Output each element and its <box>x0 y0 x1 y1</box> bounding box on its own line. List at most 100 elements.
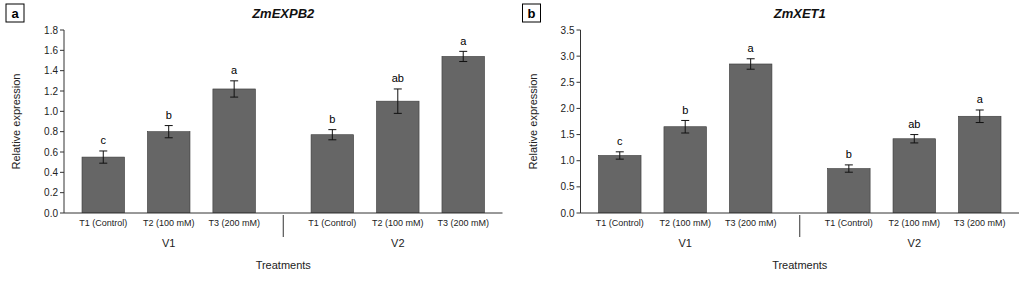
group-label: V1 <box>678 237 691 249</box>
error-cap <box>616 159 624 160</box>
group-label: V2 <box>908 237 921 249</box>
error-cap <box>99 150 107 151</box>
error-stem <box>103 151 104 163</box>
error-stem <box>914 135 915 143</box>
error-stem <box>750 59 751 69</box>
y-tick-label: 1.2 <box>44 86 58 97</box>
error-cap <box>230 97 238 98</box>
y-tick <box>577 56 581 57</box>
y-tick <box>577 108 581 109</box>
annotation: b <box>846 148 852 160</box>
bar <box>598 155 641 213</box>
annotation: c <box>617 135 623 147</box>
x-axis <box>64 213 503 214</box>
bar <box>664 127 707 213</box>
y-tick <box>60 111 64 112</box>
annotation: a <box>977 93 984 105</box>
error-cap <box>616 151 624 152</box>
error-cap <box>681 120 689 121</box>
y-tick-label: 0.4 <box>44 167 58 178</box>
title: ZmXET1 <box>773 6 826 21</box>
annotation: a <box>231 64 238 76</box>
y-tick <box>60 131 64 132</box>
y-tick-label: 0.6 <box>44 147 58 158</box>
error-bar <box>394 89 402 113</box>
y-tick-label: 0.2 <box>44 187 58 198</box>
error-cap <box>747 69 755 70</box>
y-axis-label: Relative expression <box>527 74 539 170</box>
error-bar <box>328 130 336 140</box>
y-axis <box>64 30 65 213</box>
y-axis <box>580 30 581 213</box>
panel-label-box <box>523 4 541 22</box>
x-tick-label: T1 (Control) <box>308 218 356 228</box>
error-cap <box>394 88 402 89</box>
y-tick <box>60 213 64 214</box>
error-bar <box>230 81 238 97</box>
bar <box>377 101 420 213</box>
bar <box>958 116 1001 213</box>
error-cap <box>230 80 238 81</box>
panel: 0.00.20.40.60.81.01.21.41.61.8cbababaT1 … <box>6 4 503 271</box>
y-tick <box>60 70 64 71</box>
error-cap <box>459 61 467 62</box>
error-stem <box>463 51 464 61</box>
error-bar <box>681 120 689 133</box>
error-bar <box>165 126 173 138</box>
y-tick <box>60 152 64 153</box>
bar <box>729 64 772 213</box>
error-stem <box>397 89 398 113</box>
error-cap <box>328 129 336 130</box>
marks <box>598 59 1001 213</box>
x-tick-label: T2 (100 mM) <box>143 218 195 228</box>
error-cap <box>681 133 689 134</box>
y-tick-label: 1.0 <box>44 106 58 117</box>
error-bar <box>845 165 853 172</box>
group-separator <box>799 215 800 237</box>
panel-label: a <box>11 6 19 21</box>
error-cap <box>910 142 918 143</box>
x-tick-label: T1 (Control) <box>79 218 127 228</box>
error-cap <box>845 164 853 165</box>
y-tick <box>577 186 581 187</box>
y-tick-label: 1.8 <box>44 25 58 36</box>
x-tick-label: T3 (200 mM) <box>208 218 260 228</box>
x-tick-label: T3 (200 mM) <box>437 218 489 228</box>
bar <box>82 157 125 213</box>
y-tick-label: 0.5 <box>561 181 575 192</box>
y-tick-label: 1.0 <box>561 155 575 166</box>
y-tick-label: 1.6 <box>44 45 58 56</box>
error-bar <box>910 135 918 143</box>
error-stem <box>848 165 849 172</box>
y-tick <box>577 160 581 161</box>
error-cap <box>99 163 107 164</box>
group-separator <box>283 215 284 237</box>
group-label: V2 <box>391 237 404 249</box>
error-cap <box>165 125 173 126</box>
title: ZmEXPB2 <box>251 6 315 21</box>
bar <box>442 56 485 213</box>
error-cap <box>394 113 402 114</box>
error-bar <box>99 151 107 163</box>
group-label: V1 <box>162 237 175 249</box>
annotation: ab <box>908 118 920 130</box>
annotation: b <box>166 109 172 121</box>
annotation: b <box>682 104 688 116</box>
error-cap <box>976 122 984 123</box>
error-bar <box>459 51 467 61</box>
error-bar <box>976 110 984 123</box>
y-tick <box>577 213 581 214</box>
y-tick <box>60 91 64 92</box>
error-cap <box>976 109 984 110</box>
y-tick-label: 1.5 <box>561 129 575 140</box>
error-cap <box>910 134 918 135</box>
x-axis-label: Treatments <box>772 259 828 271</box>
y-tick-label: 0.0 <box>44 208 58 219</box>
y-tick <box>60 172 64 173</box>
annotation: ab <box>392 72 404 84</box>
y-tick-label: 0.0 <box>561 208 575 219</box>
annotation: a <box>460 35 467 47</box>
bar <box>213 89 256 213</box>
error-cap <box>845 172 853 173</box>
error-stem <box>234 81 235 97</box>
